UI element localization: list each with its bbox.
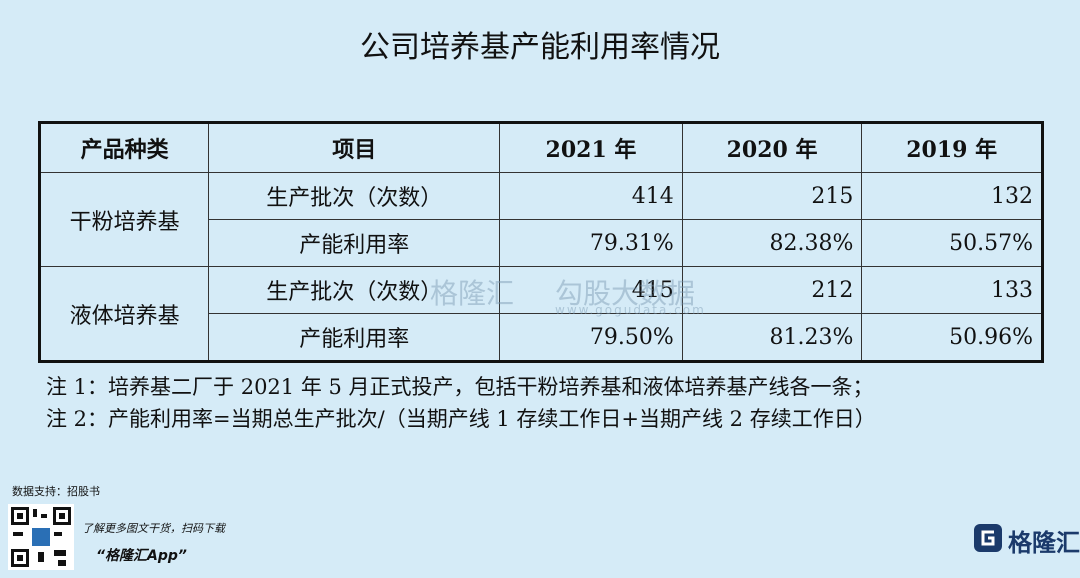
value-cell: 81.23% (681, 313, 863, 362)
watermark-product: 勾股大数据 (555, 277, 696, 310)
header-cell: 2019 年 (861, 122, 1043, 173)
row: 干粉培养基 生产批次（次数） 414 215 132 (38, 172, 1043, 267)
value-cell: 50.96% (861, 313, 1043, 362)
note: 注 2：产能利用率=当期总生产批次/（当期产线 1 存续工作日+当期产线 2 存… (46, 407, 876, 431)
value-cell: 79.50% (499, 313, 683, 362)
header-cell: 产品种类 (38, 122, 210, 173)
data-table: 产品种类 项目 2021 年 2020 年 2019 年 干粉培养基 生产批次（… (38, 121, 1044, 363)
value-cell: 79.31% (499, 219, 683, 267)
watermark-url: www.gogudata.com (555, 303, 706, 317)
category-cell: 液体培养基 (38, 266, 210, 362)
row: 液体培养基 生产批次（次数） 415 212 133 (38, 266, 1043, 362)
title: 公司培养基产能利用率情况 (360, 30, 720, 65)
value-cell: 215 (681, 172, 863, 220)
qr-code (8, 504, 74, 570)
category-cell: 干粉培养基 (38, 172, 210, 267)
value-cell: 50.57% (861, 219, 1043, 267)
watermark-brand: 格隆汇 (430, 277, 515, 310)
item-cell: 产能利用率 (208, 219, 501, 267)
header-cell: 2021 年 (499, 122, 683, 173)
value-cell: 82.38% (681, 219, 863, 267)
value-cell: 132 (861, 172, 1043, 220)
header-row: 产品种类 项目 2021 年 2020 年 2019 年 (38, 122, 1043, 173)
note: 注 1：培养基二厂于 2021 年 5 月正式投产，包括干粉培养基和液体培养基产… (46, 375, 874, 399)
item-cell: 产能利用率 (208, 313, 501, 362)
value-cell: 415 (499, 266, 683, 314)
row: 产能利用率 79.50% 81.23% 50.96% (40, 313, 1043, 362)
promo: 了解更多图文干货，扫码下载 (82, 522, 225, 535)
header-cell: 2020 年 (681, 122, 863, 173)
item-cell: 生产批次（次数） (208, 172, 501, 220)
header-cell: 项目 (208, 122, 501, 173)
logo-text: 格隆汇 (1008, 529, 1080, 557)
app-name: “格隆汇App” (96, 548, 187, 564)
source: 数据支持：招股书 (12, 485, 100, 498)
value-cell: 133 (861, 266, 1043, 314)
value-cell: 414 (499, 172, 683, 220)
value-cell: 212 (681, 266, 863, 314)
logo-icon (974, 524, 1002, 552)
